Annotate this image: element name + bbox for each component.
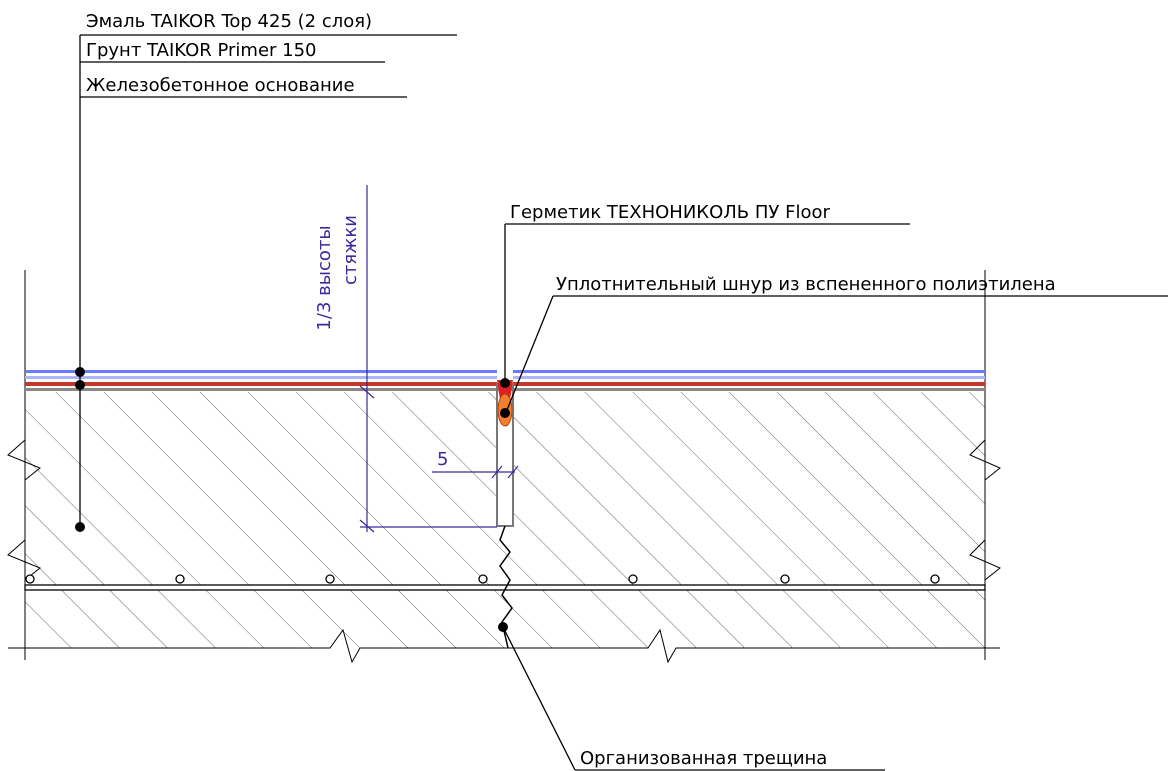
dim-depth-1: 1/3 высоты: [314, 225, 335, 330]
concrete: [7, 270, 1001, 664]
leaders: [79, 34, 1168, 771]
label-sealant: Герметик ТЕХНОНИКОЛЬ ПУ Floor: [510, 202, 830, 223]
dim-width: 5: [437, 449, 448, 470]
label-cord: Уплотнительный шнур из вспененного полиэ…: [556, 274, 1056, 295]
label-crack: Организованная трещина: [580, 748, 827, 769]
label-base: Железобетонное основание: [86, 75, 355, 96]
dim-depth-2: стяжки: [340, 215, 361, 285]
dimensions: [359, 185, 519, 533]
label-primer: Грунт TAIKOR Primer 150: [86, 40, 317, 61]
label-enamel: Эмаль TAIKOR Top 425 (2 слоя): [86, 11, 372, 32]
rebar: [24, 574, 986, 591]
leader-dots: [75, 367, 510, 632]
